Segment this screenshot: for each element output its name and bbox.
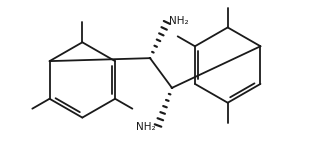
- Text: NH₂: NH₂: [169, 16, 188, 26]
- Text: NH₂: NH₂: [136, 122, 156, 132]
